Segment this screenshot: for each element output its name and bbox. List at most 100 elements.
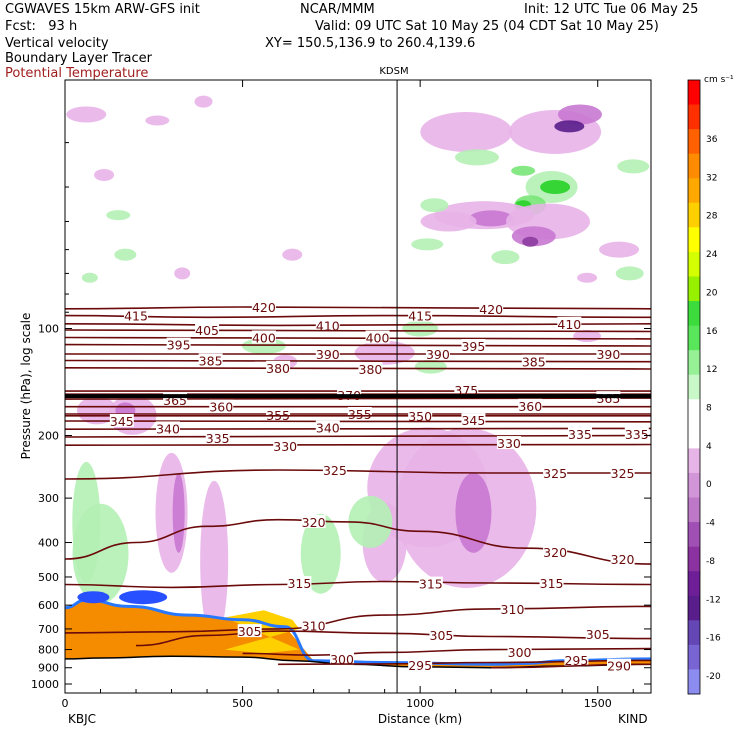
theta-label-415: 415 xyxy=(124,309,148,324)
theta-label-290: 290 xyxy=(607,659,631,674)
theta-label-bg xyxy=(195,323,220,337)
theta-label-410: 410 xyxy=(316,318,340,333)
theta-label-335: 335 xyxy=(568,427,592,442)
colorbar-swatch xyxy=(688,399,700,425)
vertical-velocity-cell xyxy=(200,480,229,641)
vertical-velocity-cell xyxy=(554,120,585,133)
boundary-layer-tracer xyxy=(119,590,168,605)
theta-label-bg xyxy=(461,338,486,352)
theta-label-350: 350 xyxy=(408,409,432,424)
theta-contour-400 xyxy=(65,336,651,340)
colorbar-swatch xyxy=(688,522,700,548)
theta-label-420: 420 xyxy=(479,302,503,317)
theta-label-325: 325 xyxy=(611,466,635,481)
colorbar-swatch xyxy=(688,374,700,400)
station-label-kbjc: KBJC xyxy=(68,712,96,726)
theta-contour-300 xyxy=(242,647,651,657)
theta-label-360: 360 xyxy=(209,400,233,415)
theta-label-310: 310 xyxy=(302,619,326,634)
theta-label-390: 390 xyxy=(426,347,450,362)
theta-contour-330 xyxy=(65,443,651,446)
colorbar-swatch xyxy=(688,301,700,327)
theta-label-bg xyxy=(166,337,191,351)
theta-label-bg xyxy=(358,362,383,376)
field-vertical-velocity: Vertical velocity xyxy=(5,36,109,51)
colorbar-label: 28 xyxy=(706,212,718,222)
colorbar-label: 0 xyxy=(706,480,712,490)
colorbar-swatch xyxy=(688,546,700,572)
theta-label-bg xyxy=(461,413,486,427)
vertical-velocity-cell xyxy=(469,210,514,227)
vertical-velocity-cell xyxy=(414,359,447,374)
colorbar-swatch xyxy=(688,620,700,646)
theta-label-bg xyxy=(315,347,340,361)
theta-label-bg xyxy=(425,347,450,361)
theta-label-300: 300 xyxy=(508,645,532,660)
colorbar-frame xyxy=(687,79,701,695)
colorbar-swatch xyxy=(688,669,700,695)
theta-label-bg xyxy=(209,399,234,413)
y-tick-label: 800 xyxy=(38,644,59,657)
theta-label-bg xyxy=(124,308,149,322)
theta-label-385: 385 xyxy=(522,355,546,370)
vertical-velocity-cell xyxy=(455,472,492,553)
vertical-velocity-cell xyxy=(540,180,571,195)
colorbar-label: 32 xyxy=(706,173,717,183)
theta-label-360: 360 xyxy=(518,399,542,414)
theta-label-bg xyxy=(273,438,298,452)
valid-time: Valid: 09 UTC Sat 10 May 25 (04 CDT Sat … xyxy=(315,19,659,34)
theta-label-390: 390 xyxy=(596,347,620,362)
terrain-and-boundary-layer xyxy=(65,590,651,693)
colorbar-label: -20 xyxy=(706,672,721,682)
vertical-velocity-cell xyxy=(282,248,303,261)
theta-label-bg xyxy=(543,466,568,480)
vertical-velocity-cell xyxy=(348,495,393,548)
theta-label-bg xyxy=(610,466,635,480)
theta-label-bg xyxy=(347,407,372,421)
colorbar-label: 36 xyxy=(706,135,718,145)
theta-label-bg xyxy=(408,408,433,422)
forecast-hour: Fcst: 93 h xyxy=(5,19,78,34)
theta-contours: 415 415 420 420 410 410 405 400 400 395 395 390 390 3… xyxy=(65,299,651,674)
theta-label-315: 315 xyxy=(419,577,443,592)
theta-label-340: 340 xyxy=(316,421,340,436)
theta-label-bg xyxy=(266,360,291,374)
theta-label-bg xyxy=(251,330,276,344)
theta-label-305: 305 xyxy=(586,627,610,642)
theta-label-bg xyxy=(607,658,632,672)
theta-label-bg xyxy=(315,420,340,434)
theta-label-bg xyxy=(557,316,582,330)
vertical-velocity-cell xyxy=(76,396,117,425)
theta-label-380: 380 xyxy=(266,361,290,376)
colorbar-label: 12 xyxy=(706,365,717,375)
plot-frame xyxy=(64,79,652,694)
vertical-velocity-cell xyxy=(114,248,137,261)
theta-contour-320 xyxy=(65,518,651,565)
theta-label-320: 320 xyxy=(543,545,567,560)
colorbar-swatch xyxy=(688,595,700,621)
y-tick-label: 500 xyxy=(38,571,59,584)
colorbar-swatch xyxy=(688,423,700,449)
theta-label-bg xyxy=(567,426,592,440)
vertical-velocity-cell xyxy=(491,250,520,265)
colorbar-swatch xyxy=(688,448,700,474)
y-tick-label: 700 xyxy=(38,623,59,636)
theta-label-bg xyxy=(301,514,326,528)
theta-label-325: 325 xyxy=(543,466,567,481)
theta-label-bg xyxy=(596,347,621,361)
theta-label-395: 395 xyxy=(461,339,485,354)
colorbar-swatch xyxy=(688,325,700,351)
vertical-velocity-cell xyxy=(194,95,213,108)
x-tick-label: 1000 xyxy=(406,697,434,710)
x-tick-label: 500 xyxy=(232,697,253,710)
theta-label-bg xyxy=(479,301,504,315)
theta-label-bg xyxy=(408,657,433,671)
y-tick-label: 900 xyxy=(38,662,59,675)
vertical-velocity-cell xyxy=(354,340,415,365)
colorbar-label: 16 xyxy=(706,327,718,337)
vertical-velocity-cell xyxy=(420,211,477,232)
colorbar-label: -4 xyxy=(706,519,715,529)
colorbar-swatch xyxy=(688,80,700,106)
